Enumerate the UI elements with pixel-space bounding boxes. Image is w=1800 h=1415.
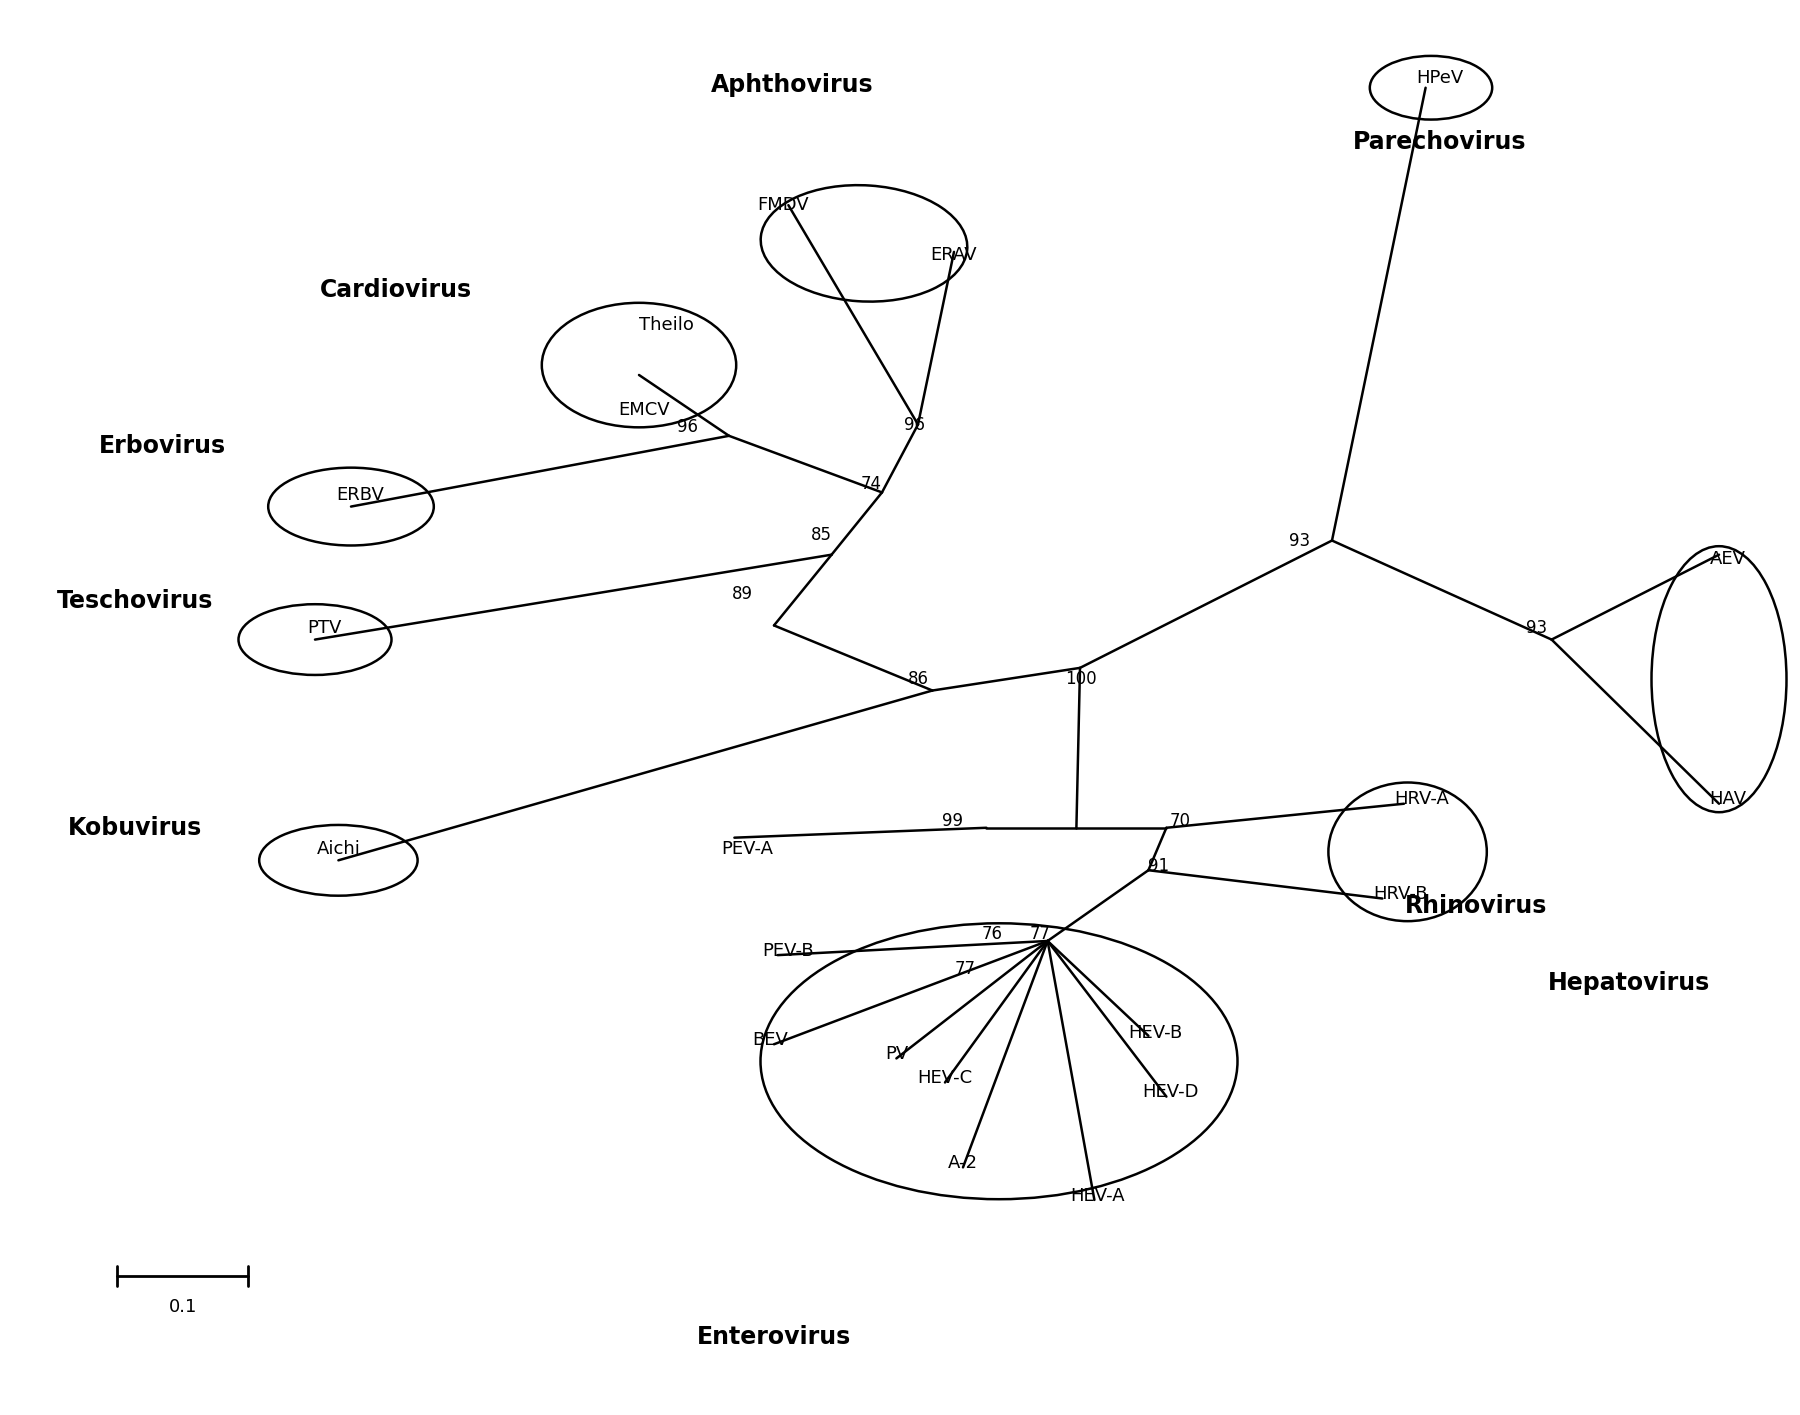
Text: HEV-B: HEV-B bbox=[1129, 1024, 1183, 1041]
Text: HEV-D: HEV-D bbox=[1141, 1084, 1199, 1101]
Text: HRV-A: HRV-A bbox=[1395, 791, 1449, 808]
Text: HRV-B: HRV-B bbox=[1373, 886, 1427, 903]
Text: EMCV: EMCV bbox=[619, 402, 670, 419]
Text: PEV-A: PEV-A bbox=[722, 841, 772, 857]
Text: Teschovirus: Teschovirus bbox=[58, 590, 212, 613]
Text: Rhinovirus: Rhinovirus bbox=[1404, 894, 1548, 917]
Text: ERAV: ERAV bbox=[931, 246, 977, 263]
Text: ERBV: ERBV bbox=[337, 487, 383, 504]
Text: 74: 74 bbox=[860, 475, 882, 492]
Text: 93: 93 bbox=[1289, 532, 1310, 549]
Text: AEV: AEV bbox=[1710, 550, 1746, 567]
Text: A-2: A-2 bbox=[949, 1155, 977, 1172]
Text: 76: 76 bbox=[981, 925, 1003, 942]
Text: PTV: PTV bbox=[306, 620, 342, 637]
Text: 85: 85 bbox=[810, 526, 832, 543]
Text: 77: 77 bbox=[1030, 925, 1051, 942]
Text: Aphthovirus: Aphthovirus bbox=[711, 74, 873, 96]
Text: FMDV: FMDV bbox=[758, 197, 808, 214]
Text: Hepatovirus: Hepatovirus bbox=[1548, 972, 1710, 995]
Text: 77: 77 bbox=[954, 961, 976, 978]
Text: Kobuvirus: Kobuvirus bbox=[68, 816, 202, 839]
Text: Theilo: Theilo bbox=[639, 317, 693, 334]
Text: BEV: BEV bbox=[752, 1032, 788, 1049]
Text: 0.1: 0.1 bbox=[169, 1299, 196, 1316]
Text: 91: 91 bbox=[1148, 857, 1170, 874]
Text: HEV-A: HEV-A bbox=[1071, 1187, 1125, 1204]
Text: 89: 89 bbox=[731, 586, 752, 603]
Text: PV: PV bbox=[886, 1046, 907, 1063]
Text: 99: 99 bbox=[941, 812, 963, 829]
Text: 96: 96 bbox=[904, 416, 925, 433]
Text: Aichi: Aichi bbox=[317, 841, 360, 857]
Text: HPeV: HPeV bbox=[1417, 69, 1463, 86]
Text: 70: 70 bbox=[1170, 812, 1192, 829]
Text: Parechovirus: Parechovirus bbox=[1354, 130, 1526, 153]
Text: HEV-C: HEV-C bbox=[918, 1070, 972, 1087]
Text: PEV-B: PEV-B bbox=[763, 942, 814, 959]
Text: HAV: HAV bbox=[1710, 791, 1746, 808]
Text: 93: 93 bbox=[1526, 620, 1548, 637]
Text: 96: 96 bbox=[677, 419, 698, 436]
Text: 100: 100 bbox=[1066, 671, 1098, 688]
Text: Enterovirus: Enterovirus bbox=[697, 1326, 851, 1348]
Text: Erbovirus: Erbovirus bbox=[99, 434, 225, 457]
Text: Cardiovirus: Cardiovirus bbox=[320, 279, 472, 301]
Text: 86: 86 bbox=[907, 671, 929, 688]
